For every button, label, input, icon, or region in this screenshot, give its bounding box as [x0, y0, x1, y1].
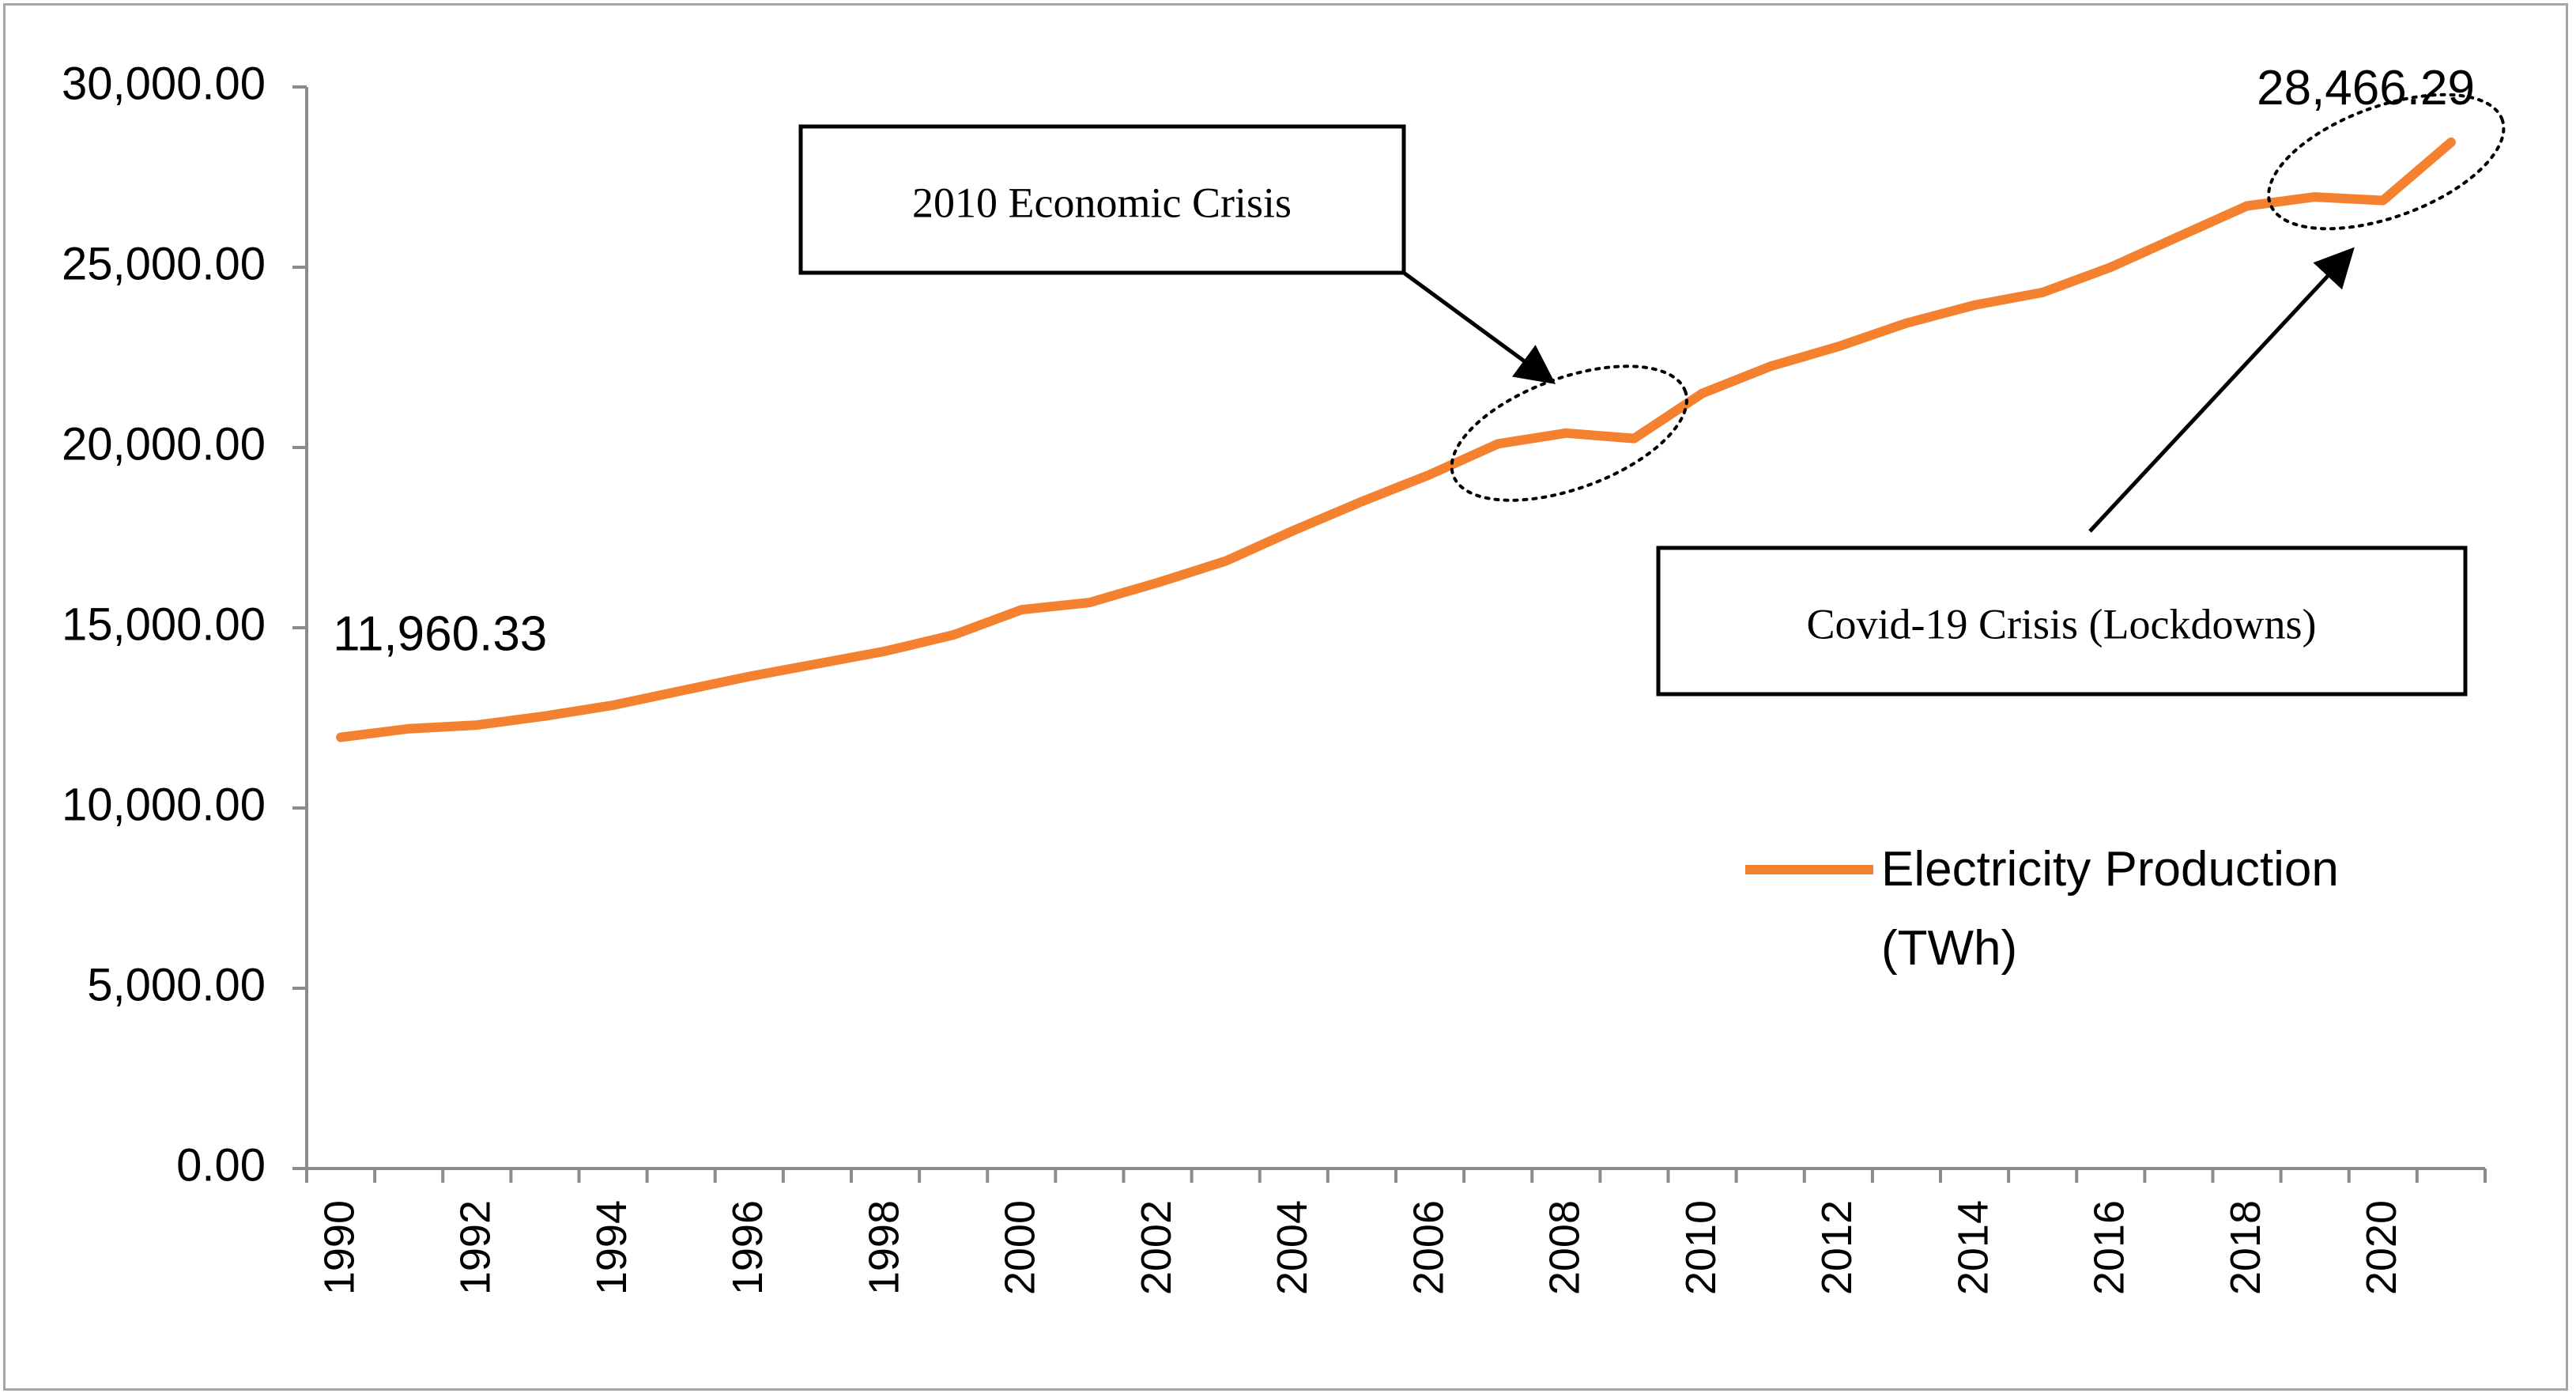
y-tick-label: 20,000.00 — [62, 418, 266, 470]
series-line-electricity-production — [336, 137, 2456, 742]
annotation-box-covid-crisis — [1656, 546, 2468, 697]
x-tick-label: 2000 — [997, 1200, 1044, 1295]
x-tick-label: 2020 — [2358, 1200, 2405, 1295]
x-tick-label: 2018 — [2222, 1200, 2269, 1295]
x-tick-label: 2008 — [1541, 1200, 1589, 1295]
x-tick-label: 1990 — [315, 1200, 363, 1295]
y-tick-label: 30,000.00 — [62, 58, 266, 109]
annotation-text-covid-crisis: Covid-19 Crisis (Lockdowns) — [1807, 600, 2317, 648]
annotation-box-economic-crisis — [798, 124, 1406, 275]
x-tick-label: 2016 — [2086, 1200, 2133, 1295]
x-tick-label: 1996 — [724, 1200, 771, 1295]
data-label-first: 11,960.33 — [333, 607, 547, 662]
y-tick-label: 10,000.00 — [62, 779, 266, 830]
annotation-ellipse-covid-crisis — [2267, 93, 2506, 231]
x-tick-label: 2014 — [1949, 1200, 1997, 1295]
x-tick-label: 1994 — [588, 1200, 636, 1295]
x-tick-label: 1992 — [452, 1200, 500, 1295]
y-axis-ticks: 0.00 5,000.00 10,000.00 15,000.00 20,000.00 2… — [62, 58, 307, 1191]
y-tick-label: 15,000.00 — [62, 598, 266, 650]
x-tick-label: 1998 — [860, 1200, 907, 1295]
y-tick-label: 5,000.00 — [87, 959, 266, 1010]
y-tick-label: 0.00 — [176, 1139, 266, 1191]
x-axis-ticks: 1990 1992 1994 1996 1998 2000 2002 2004 2006 2008… — [305, 1169, 2487, 1295]
x-tick-label: 2002 — [1133, 1200, 1180, 1295]
annotation-ellipse-economic-crisis — [1450, 364, 1688, 502]
x-tick-label: 2006 — [1405, 1200, 1452, 1295]
data-label-last: 28,466.29 — [2257, 61, 2475, 115]
legend-label-line1: Electricity Production — [1881, 842, 2339, 897]
x-tick-label: 2010 — [1677, 1200, 1725, 1295]
x-tick-label: 2004 — [1269, 1200, 1316, 1295]
x-tick-label: 2012 — [1813, 1200, 1861, 1295]
annotation-arrow-economic-crisis — [1402, 270, 1556, 384]
annotation-arrow-covid-crisis — [2088, 247, 2355, 533]
y-tick-label: 25,000.00 — [62, 238, 266, 289]
annotation-text-economic-crisis: 2010 Economic Crisis — [912, 179, 1292, 226]
legend-label-line2: (TWh) — [1881, 921, 2017, 976]
